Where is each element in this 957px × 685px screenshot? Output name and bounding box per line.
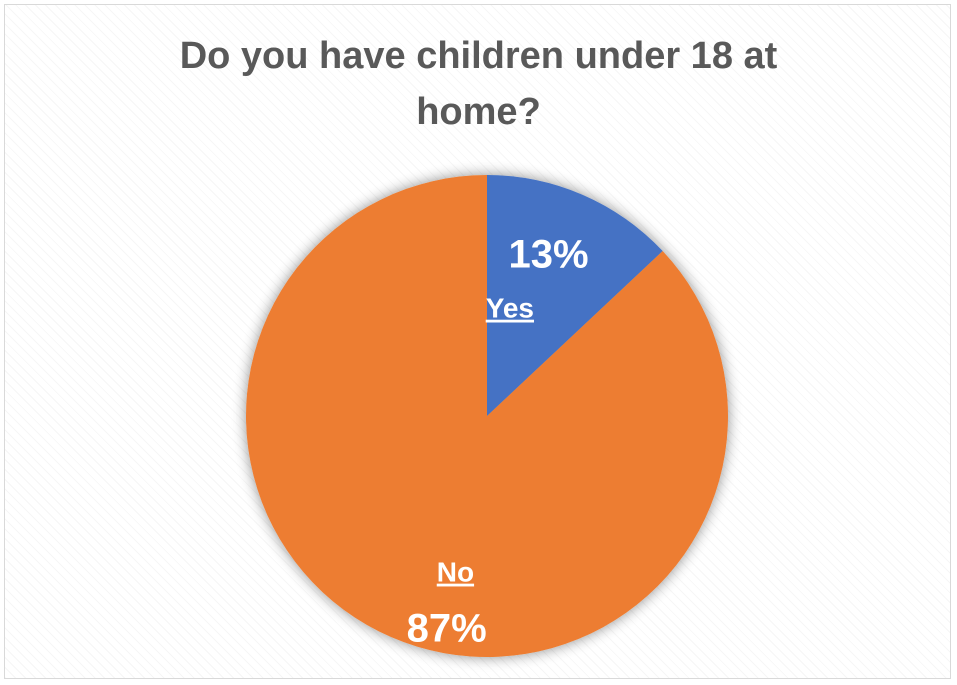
slice-category-label: No xyxy=(437,557,474,588)
pie-slices xyxy=(246,175,729,657)
slice-percent-label: 87% xyxy=(407,606,487,650)
chart-title: Do you have children under 18 at home? xyxy=(0,28,957,140)
slice-category-label: Yes xyxy=(486,293,534,324)
slice-percent-label: 13% xyxy=(508,232,588,276)
pie-slice-yes xyxy=(487,175,663,416)
pie-labels: Yes 13% No 87% xyxy=(407,232,589,650)
chart-title-line-2: home? xyxy=(416,91,541,133)
pie-slice-no xyxy=(246,175,729,657)
chart-title-line-1: Do you have children under 18 at xyxy=(179,35,778,77)
